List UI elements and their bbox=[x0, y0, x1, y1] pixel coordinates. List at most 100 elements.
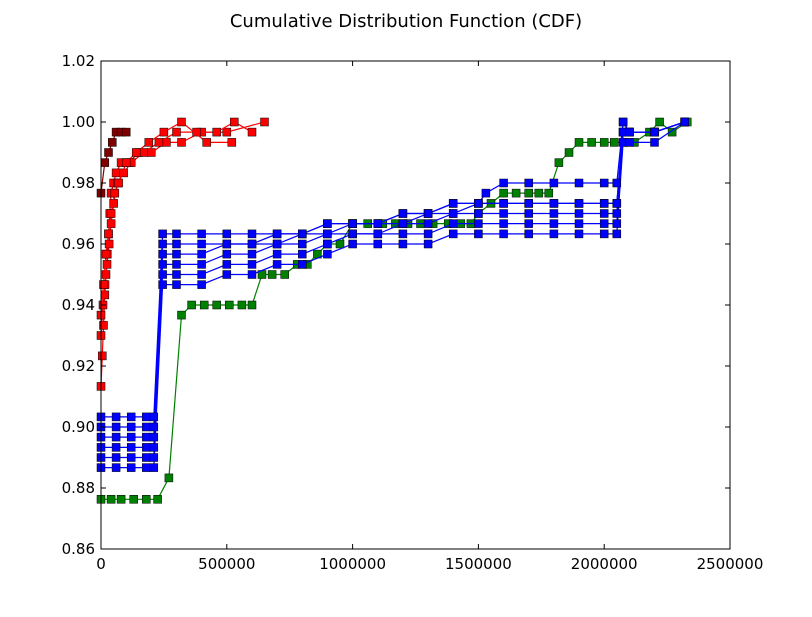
data-point bbox=[114, 178, 123, 188]
data-point bbox=[348, 219, 357, 228]
data-point bbox=[199, 300, 209, 310]
data-point bbox=[126, 432, 136, 442]
data-point bbox=[474, 229, 483, 239]
data-point bbox=[197, 249, 206, 259]
x-tick-label: 1500000 bbox=[445, 555, 512, 573]
data-point bbox=[574, 219, 584, 228]
data-point bbox=[247, 300, 257, 310]
series-4 bbox=[96, 117, 689, 442]
data-point bbox=[610, 138, 619, 147]
data-point bbox=[599, 178, 609, 188]
x-tick-label: 0 bbox=[96, 555, 106, 573]
data-point bbox=[267, 270, 277, 279]
data-point bbox=[574, 199, 584, 208]
data-point bbox=[149, 422, 159, 432]
data-point bbox=[177, 310, 186, 320]
data-point bbox=[618, 117, 628, 127]
data-point bbox=[149, 432, 159, 442]
data-point bbox=[111, 463, 121, 472]
data-point bbox=[534, 188, 544, 198]
data-point bbox=[104, 229, 113, 239]
data-point bbox=[599, 219, 609, 228]
data-point bbox=[172, 280, 181, 289]
data-point bbox=[554, 158, 564, 167]
data-point bbox=[323, 219, 332, 228]
data-point bbox=[612, 209, 622, 218]
data-point bbox=[511, 188, 521, 198]
data-point bbox=[549, 229, 559, 239]
data-point bbox=[524, 219, 533, 228]
data-point bbox=[448, 219, 458, 228]
data-point bbox=[423, 239, 433, 249]
data-point bbox=[172, 270, 181, 279]
data-point bbox=[121, 127, 131, 137]
data-point bbox=[104, 148, 113, 157]
data-point bbox=[599, 138, 609, 147]
data-point bbox=[499, 178, 508, 188]
data-point bbox=[202, 138, 211, 147]
series-0 bbox=[96, 117, 692, 504]
data-point bbox=[126, 412, 136, 422]
data-point bbox=[172, 239, 181, 249]
y-tick-label: 0.90 bbox=[62, 418, 95, 436]
data-point bbox=[222, 229, 232, 239]
data-point bbox=[111, 422, 121, 432]
data-point bbox=[108, 138, 117, 147]
data-point bbox=[348, 229, 357, 239]
data-point bbox=[126, 443, 136, 452]
data-point bbox=[222, 270, 232, 279]
data-point bbox=[142, 453, 151, 462]
chart-title: Cumulative Distribution Function (CDF) bbox=[230, 11, 582, 32]
data-point bbox=[129, 495, 138, 504]
series-9 bbox=[96, 117, 237, 320]
series-1 bbox=[96, 117, 689, 472]
y-tick-label: 1.00 bbox=[62, 113, 95, 131]
data-point bbox=[544, 188, 554, 198]
data-point bbox=[323, 239, 332, 249]
data-point bbox=[177, 138, 186, 147]
x-tick-label: 2000000 bbox=[571, 555, 638, 573]
data-point bbox=[212, 300, 221, 310]
data-point bbox=[423, 209, 433, 218]
data-point bbox=[549, 209, 559, 218]
data-point bbox=[247, 127, 257, 137]
y-tick-label: 0.96 bbox=[62, 235, 95, 253]
data-point bbox=[298, 239, 307, 249]
data-point bbox=[612, 199, 622, 208]
data-point bbox=[448, 199, 458, 208]
data-point bbox=[398, 229, 408, 239]
data-point bbox=[272, 249, 282, 259]
data-point bbox=[153, 495, 162, 504]
data-point bbox=[524, 178, 533, 188]
data-point bbox=[612, 178, 622, 188]
data-point bbox=[142, 422, 151, 432]
data-point bbox=[142, 495, 151, 504]
data-point bbox=[524, 199, 533, 208]
data-point bbox=[111, 168, 121, 178]
data-point bbox=[373, 219, 383, 228]
data-point bbox=[524, 229, 533, 239]
data-point bbox=[149, 453, 159, 462]
data-point bbox=[474, 209, 483, 218]
series-line bbox=[101, 121, 688, 500]
data-point bbox=[139, 148, 149, 157]
data-point bbox=[499, 199, 508, 208]
data-point bbox=[237, 300, 247, 310]
data-point bbox=[126, 422, 136, 432]
data-point bbox=[335, 239, 345, 249]
data-point bbox=[197, 280, 206, 289]
data-point bbox=[280, 270, 289, 279]
data-point bbox=[524, 188, 533, 198]
data-point bbox=[197, 229, 206, 239]
data-point bbox=[323, 229, 332, 239]
data-point bbox=[144, 138, 154, 147]
data-point bbox=[227, 138, 237, 147]
series-line bbox=[101, 121, 685, 438]
data-point bbox=[499, 219, 508, 228]
data-point bbox=[612, 219, 622, 228]
data-point bbox=[131, 148, 141, 157]
data-point bbox=[222, 260, 232, 269]
data-point bbox=[247, 229, 257, 239]
